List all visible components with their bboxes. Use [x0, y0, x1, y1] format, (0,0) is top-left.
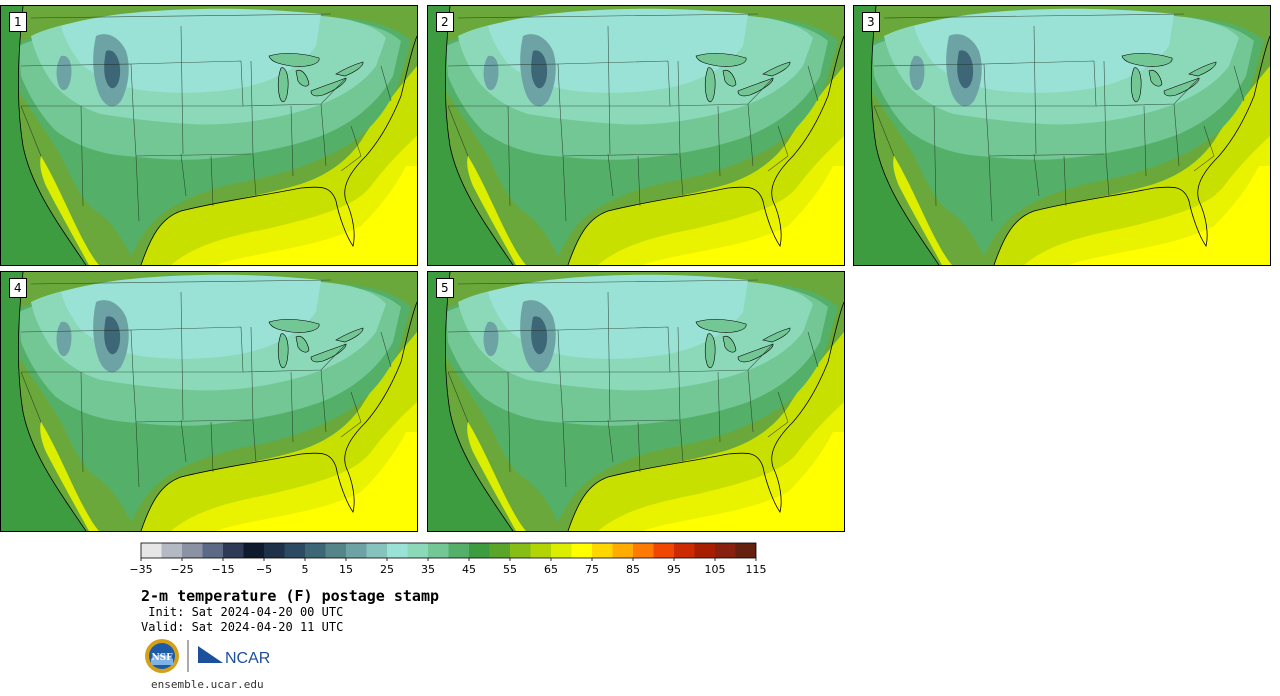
colorbar-swatch: [325, 543, 346, 558]
colorbar-swatch: [264, 543, 285, 558]
member-label: 3: [862, 12, 880, 32]
colorbar-swatch: [674, 543, 695, 558]
postage-stamp-panel-3: 3: [853, 5, 1271, 266]
colorbar-swatch: [407, 543, 428, 558]
postage-stamp-panel-1: 1: [0, 5, 418, 266]
colorbar-tick-label: 35: [421, 563, 435, 576]
init-time: Init: Sat 2024-04-20 00 UTC: [141, 605, 344, 619]
colorbar-tick-label: −35: [129, 563, 152, 576]
postage-stamp-panel-2: 2: [427, 5, 845, 266]
colorbar-swatch: [715, 543, 736, 558]
temperature-map: [1, 272, 417, 531]
colorbar-swatch: [305, 543, 326, 558]
colorbar-tick-label: −5: [256, 563, 272, 576]
nsf-logo: NSF: [145, 639, 179, 673]
colorbar-swatch: [571, 543, 592, 558]
temperature-map: [854, 6, 1270, 265]
colorbar-swatch: [551, 543, 572, 558]
colorbar-tick-label: 45: [462, 563, 476, 576]
colorbar-tick-label: −15: [211, 563, 234, 576]
colorbar-swatch: [141, 543, 162, 558]
colorbar-swatch: [284, 543, 305, 558]
colorbar-swatch: [346, 543, 367, 558]
colorbar-tick-label: 5: [302, 563, 309, 576]
colorbar-tick-label: 55: [503, 563, 517, 576]
temperature-map: [1, 6, 417, 265]
temperature-map: [428, 6, 844, 265]
colorbar-swatch: [202, 543, 223, 558]
colorbar-swatch: [592, 543, 613, 558]
temperature-map: [428, 272, 844, 531]
colorbar-swatch: [510, 543, 531, 558]
member-label: 1: [9, 12, 27, 32]
colorbar-swatch: [530, 543, 551, 558]
nsf-logo-text: NSF: [151, 653, 173, 663]
colorbar-swatch: [387, 543, 408, 558]
valid-time: Valid: Sat 2024-04-20 11 UTC: [141, 620, 344, 634]
colorbar-border: [140, 542, 757, 559]
colorbar-swatch: [428, 543, 449, 558]
colorbar-swatch: [182, 543, 203, 558]
colorbar-tick-label: 105: [705, 563, 726, 576]
colorbar-swatch: [489, 543, 510, 558]
colorbar-swatch: [694, 543, 715, 558]
colorbar-swatch: [223, 543, 244, 558]
colorbar-swatch: [653, 543, 674, 558]
temperature-colorbar: −35 −25 −15 −5 5 15 25 35 45 55 65 75 85 95 105 115: [129, 542, 767, 576]
colorbar-swatch: [161, 543, 182, 558]
colorbar-tick-label: 95: [667, 563, 681, 576]
colorbar-swatch: [633, 543, 654, 558]
colorbar-tick-label: 115: [746, 563, 767, 576]
colorbar-swatch: [469, 543, 490, 558]
figure-title: 2-m temperature (F) postage stamp: [141, 587, 440, 605]
colorbar-tick-label: 85: [626, 563, 640, 576]
footer-url: ensemble.ucar.edu: [151, 678, 264, 691]
colorbar-swatch: [735, 543, 756, 558]
colorbar-swatch: [243, 543, 264, 558]
colorbar-tick-label: 65: [544, 563, 558, 576]
colorbar-tick-label: 25: [380, 563, 394, 576]
member-label: 2: [436, 12, 454, 32]
ncar-logo-text: NCAR: [225, 650, 270, 667]
colorbar-tick-label: 75: [585, 563, 599, 576]
postage-stamp-panel-4: 4: [0, 271, 418, 532]
colorbar-swatch: [366, 543, 387, 558]
colorbar-swatch: [612, 543, 633, 558]
colorbar-swatch: [448, 543, 469, 558]
colorbar-tick-label: 15: [339, 563, 353, 576]
member-label: 4: [9, 278, 27, 298]
colorbar-tick-label: −25: [170, 563, 193, 576]
ncar-logo: NCAR: [198, 646, 270, 667]
postage-stamp-panel-5: 5: [427, 271, 845, 532]
member-label: 5: [436, 278, 454, 298]
logos: NSF NCAR: [145, 639, 270, 673]
